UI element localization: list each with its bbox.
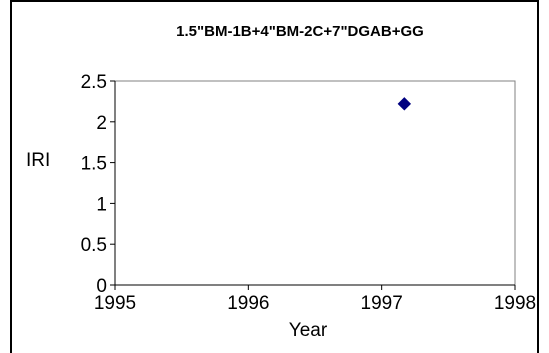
y-axis-ticks: 0 0.5 1 1.5 2 2.5 [81,72,115,297]
x-tick-label: 1996 [227,293,269,314]
y-tick-label: 0.5 [81,235,107,256]
x-axis-title: Year [289,320,328,341]
x-axis-ticks: 1995 1996 1997 1998 [94,285,536,314]
y-tick-label: 2.5 [81,72,107,93]
data-points [397,97,412,111]
x-tick-label: 1995 [94,293,136,314]
chart-title: 1.5"BM-1B+4"BM-2C+7"DGAB+GG [176,23,424,40]
y-axis-title: IRI [26,150,50,171]
data-point-diamond [397,97,412,111]
y-tick-label: 2 [96,113,107,134]
y-tick-label: 0 [96,276,107,297]
x-tick-label: 1998 [494,293,536,314]
y-tick-label: 1 [96,194,107,215]
plot-border [114,80,516,286]
y-tick-label: 1.5 [81,154,107,175]
x-tick-label: 1997 [361,293,403,314]
chart-frame [10,0,539,353]
plot-area [114,80,516,286]
